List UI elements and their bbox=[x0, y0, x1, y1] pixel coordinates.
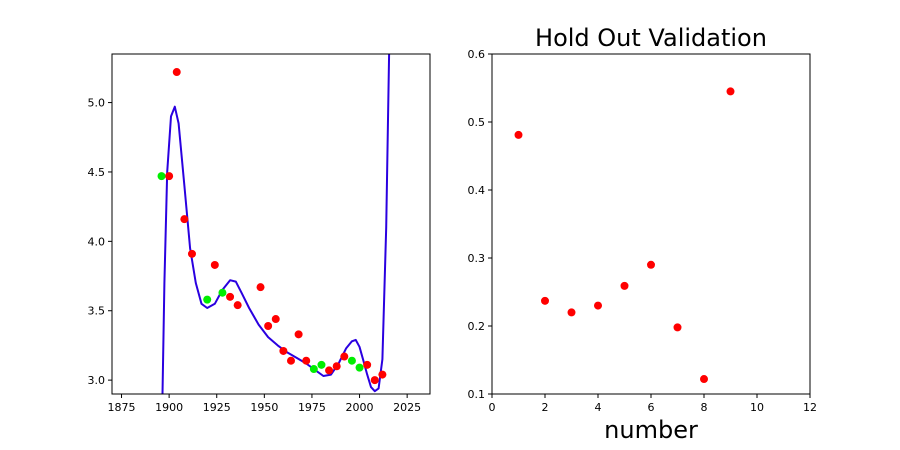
train-point bbox=[363, 360, 372, 369]
validation-point bbox=[620, 281, 629, 290]
left-x-tick-label: 2025 bbox=[393, 401, 421, 414]
train-point bbox=[378, 370, 387, 379]
left-x-tick-label: 1975 bbox=[298, 401, 326, 414]
train-point bbox=[165, 172, 174, 181]
left-x-tick-label: 2000 bbox=[346, 401, 374, 414]
train-point bbox=[264, 322, 273, 330]
x-axis-label: number bbox=[604, 416, 698, 444]
validation-point bbox=[594, 301, 602, 310]
right-x-tick-label: 8 bbox=[701, 401, 708, 414]
train-point bbox=[370, 376, 379, 385]
right-x-axis: 0 2 4 6 8 10 12 bbox=[489, 394, 817, 414]
train-point bbox=[325, 366, 334, 375]
train-point bbox=[210, 260, 219, 269]
right-y-tick-label: 0.6 bbox=[468, 48, 486, 61]
right-x-tick-label: 0 bbox=[489, 401, 496, 414]
chart-title: Hold Out Validation bbox=[535, 24, 767, 52]
holdout-point bbox=[317, 360, 326, 369]
train-point bbox=[256, 283, 265, 292]
right-y-axis: 0.1 0.2 0.3 0.4 0.5 0.6 bbox=[468, 48, 492, 401]
train-point bbox=[302, 356, 311, 365]
holdout-point bbox=[309, 365, 318, 374]
right-x-tick-label: 10 bbox=[750, 401, 764, 414]
left-y-tick-label: 3.5 bbox=[88, 305, 106, 318]
train-point bbox=[271, 315, 280, 324]
right-y-tick-label: 0.5 bbox=[468, 116, 486, 129]
holdout-point bbox=[203, 295, 212, 304]
right-x-tick-label: 12 bbox=[803, 401, 817, 414]
right-x-tick-label: 6 bbox=[648, 401, 655, 414]
left-y-tick-label: 4.5 bbox=[88, 166, 106, 179]
train-point bbox=[340, 352, 349, 361]
left-y-tick-label: 5.0 bbox=[88, 97, 106, 110]
validation-point bbox=[647, 260, 655, 269]
train-point bbox=[279, 346, 288, 355]
right-y-tick-label: 0.3 bbox=[468, 252, 486, 265]
train-point bbox=[180, 215, 189, 224]
left-x-axis: 1875 1900 1925 1950 1975 2000 2025 bbox=[108, 394, 421, 414]
holdout-point bbox=[218, 288, 227, 297]
left-x-tick-label: 1900 bbox=[155, 401, 183, 414]
left-y-tick-label: 4.0 bbox=[88, 235, 106, 248]
right-axes-frame bbox=[491, 53, 811, 395]
right-x-tick-label: 4 bbox=[595, 401, 602, 414]
validation-point bbox=[541, 296, 549, 305]
left-y-tick-label: 3.0 bbox=[88, 374, 106, 387]
polynomial-fit-chart: 1875 1900 1925 1950 1975 2000 2025 3.0 3.5 4.0 4.… bbox=[88, 53, 431, 414]
validation-point bbox=[514, 130, 523, 139]
right-plot-area bbox=[514, 87, 735, 384]
validation-point bbox=[567, 308, 576, 317]
train-point bbox=[226, 292, 235, 301]
train-point bbox=[187, 249, 196, 258]
left-x-tick-label: 1950 bbox=[250, 401, 278, 414]
validation-point bbox=[726, 87, 735, 96]
left-axes-frame bbox=[111, 53, 431, 395]
right-y-tick-label: 0.4 bbox=[468, 184, 486, 197]
left-x-tick-label: 1875 bbox=[108, 401, 136, 414]
hold-out-validation-chart: Hold Out Validation 0 2 4 6 8 10 12 0.10.20.30… bbox=[468, 24, 818, 444]
left-plot-area bbox=[157, 54, 391, 394]
validation-point bbox=[673, 323, 682, 332]
left-x-tick-label: 1925 bbox=[203, 401, 231, 414]
train-point bbox=[332, 362, 341, 371]
right-x-tick-label: 2 bbox=[542, 401, 549, 414]
validation-point bbox=[700, 375, 708, 384]
train-point bbox=[294, 330, 303, 339]
train-point bbox=[233, 301, 242, 310]
holdout-point bbox=[157, 172, 166, 181]
left-y-axis: 3.0 3.5 4.0 4.5 5.0 bbox=[88, 97, 112, 387]
right-y-tick-label: 0.1 bbox=[468, 388, 486, 401]
train-point bbox=[172, 68, 181, 77]
train-point bbox=[286, 356, 295, 365]
right-y-tick-label: 0.2 bbox=[468, 320, 486, 333]
holdout-point bbox=[355, 363, 364, 372]
holdout-point bbox=[347, 356, 356, 365]
fit-curve bbox=[161, 54, 391, 394]
